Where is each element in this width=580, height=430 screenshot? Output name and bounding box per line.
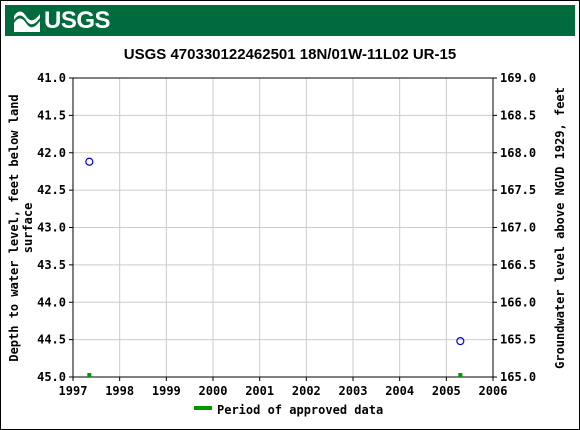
usgs-wave-icon <box>14 11 40 32</box>
y-right-tick-label: 168.5 <box>500 108 536 122</box>
x-tick-label: 2002 <box>292 384 321 398</box>
legend: Period of approved data <box>194 403 383 417</box>
data-points <box>85 157 465 377</box>
y-left-tick-label: 44.5 <box>37 333 66 347</box>
y-left-tick-label: 42.0 <box>37 146 66 160</box>
x-tick-label: 2003 <box>339 384 368 398</box>
legend-swatch <box>194 406 212 410</box>
y-right-tick-label: 166.5 <box>500 258 536 272</box>
chart-title: USGS 470330122462501 18N/01W-11L02 UR-15 <box>124 46 456 63</box>
x-tick-label: 2000 <box>199 384 228 398</box>
grid <box>73 78 493 377</box>
y-right-tick-label: 165.5 <box>500 333 536 347</box>
data-point <box>456 337 465 346</box>
y-left-tick-label: 43.0 <box>37 221 66 235</box>
usgs-banner: USGS <box>5 5 575 36</box>
y-axis-left-label-line: Depth to water level, feet below land <box>7 94 21 361</box>
usgs-logo-text: USGS <box>44 6 111 34</box>
data-point <box>85 157 94 166</box>
y-right-tick-label: 167.0 <box>500 221 536 235</box>
y-left-tick-label: 41.0 <box>37 71 66 85</box>
axis-ticks: 1997 1998 1999 2000 2001 2002 2003 2004 2005 2006… <box>37 71 536 398</box>
x-tick-label: 2001 <box>245 384 274 398</box>
y-axis-right-label: Groundwater level above NGVD 1929, feet <box>553 87 567 369</box>
y-left-tick-label: 44.0 <box>37 295 66 309</box>
y-right-tick-label: 165.0 <box>500 370 536 384</box>
approved-period-marker <box>458 373 463 377</box>
y-left-tick-label: 42.5 <box>37 183 66 197</box>
y-right-tick-label: 169.0 <box>500 71 536 85</box>
x-tick-label: 2004 <box>385 384 414 398</box>
y-axis-left-label-line: surface <box>21 203 35 254</box>
x-tick-label: 1999 <box>152 384 181 398</box>
usgs-logo[interactable]: USGS <box>14 6 111 34</box>
y-right-tick-label: 167.5 <box>500 183 536 197</box>
y-left-tick-label: 41.5 <box>37 108 66 122</box>
approved-period-marker <box>87 373 92 377</box>
x-tick-label: 2006 <box>479 384 508 398</box>
y-right-tick-label: 168.0 <box>500 146 536 160</box>
x-tick-label: 1997 <box>59 384 88 398</box>
y-left-tick-label: 45.0 <box>37 370 66 384</box>
y-axis-left-label: Depth to water level, feet below land sur… <box>7 94 35 361</box>
y-left-tick-label: 43.5 <box>37 258 66 272</box>
x-tick-label: 1998 <box>105 384 134 398</box>
x-tick-label: 2005 <box>432 384 461 398</box>
legend-label: Period of approved data <box>217 403 383 417</box>
y-right-tick-label: 166.0 <box>500 295 536 309</box>
